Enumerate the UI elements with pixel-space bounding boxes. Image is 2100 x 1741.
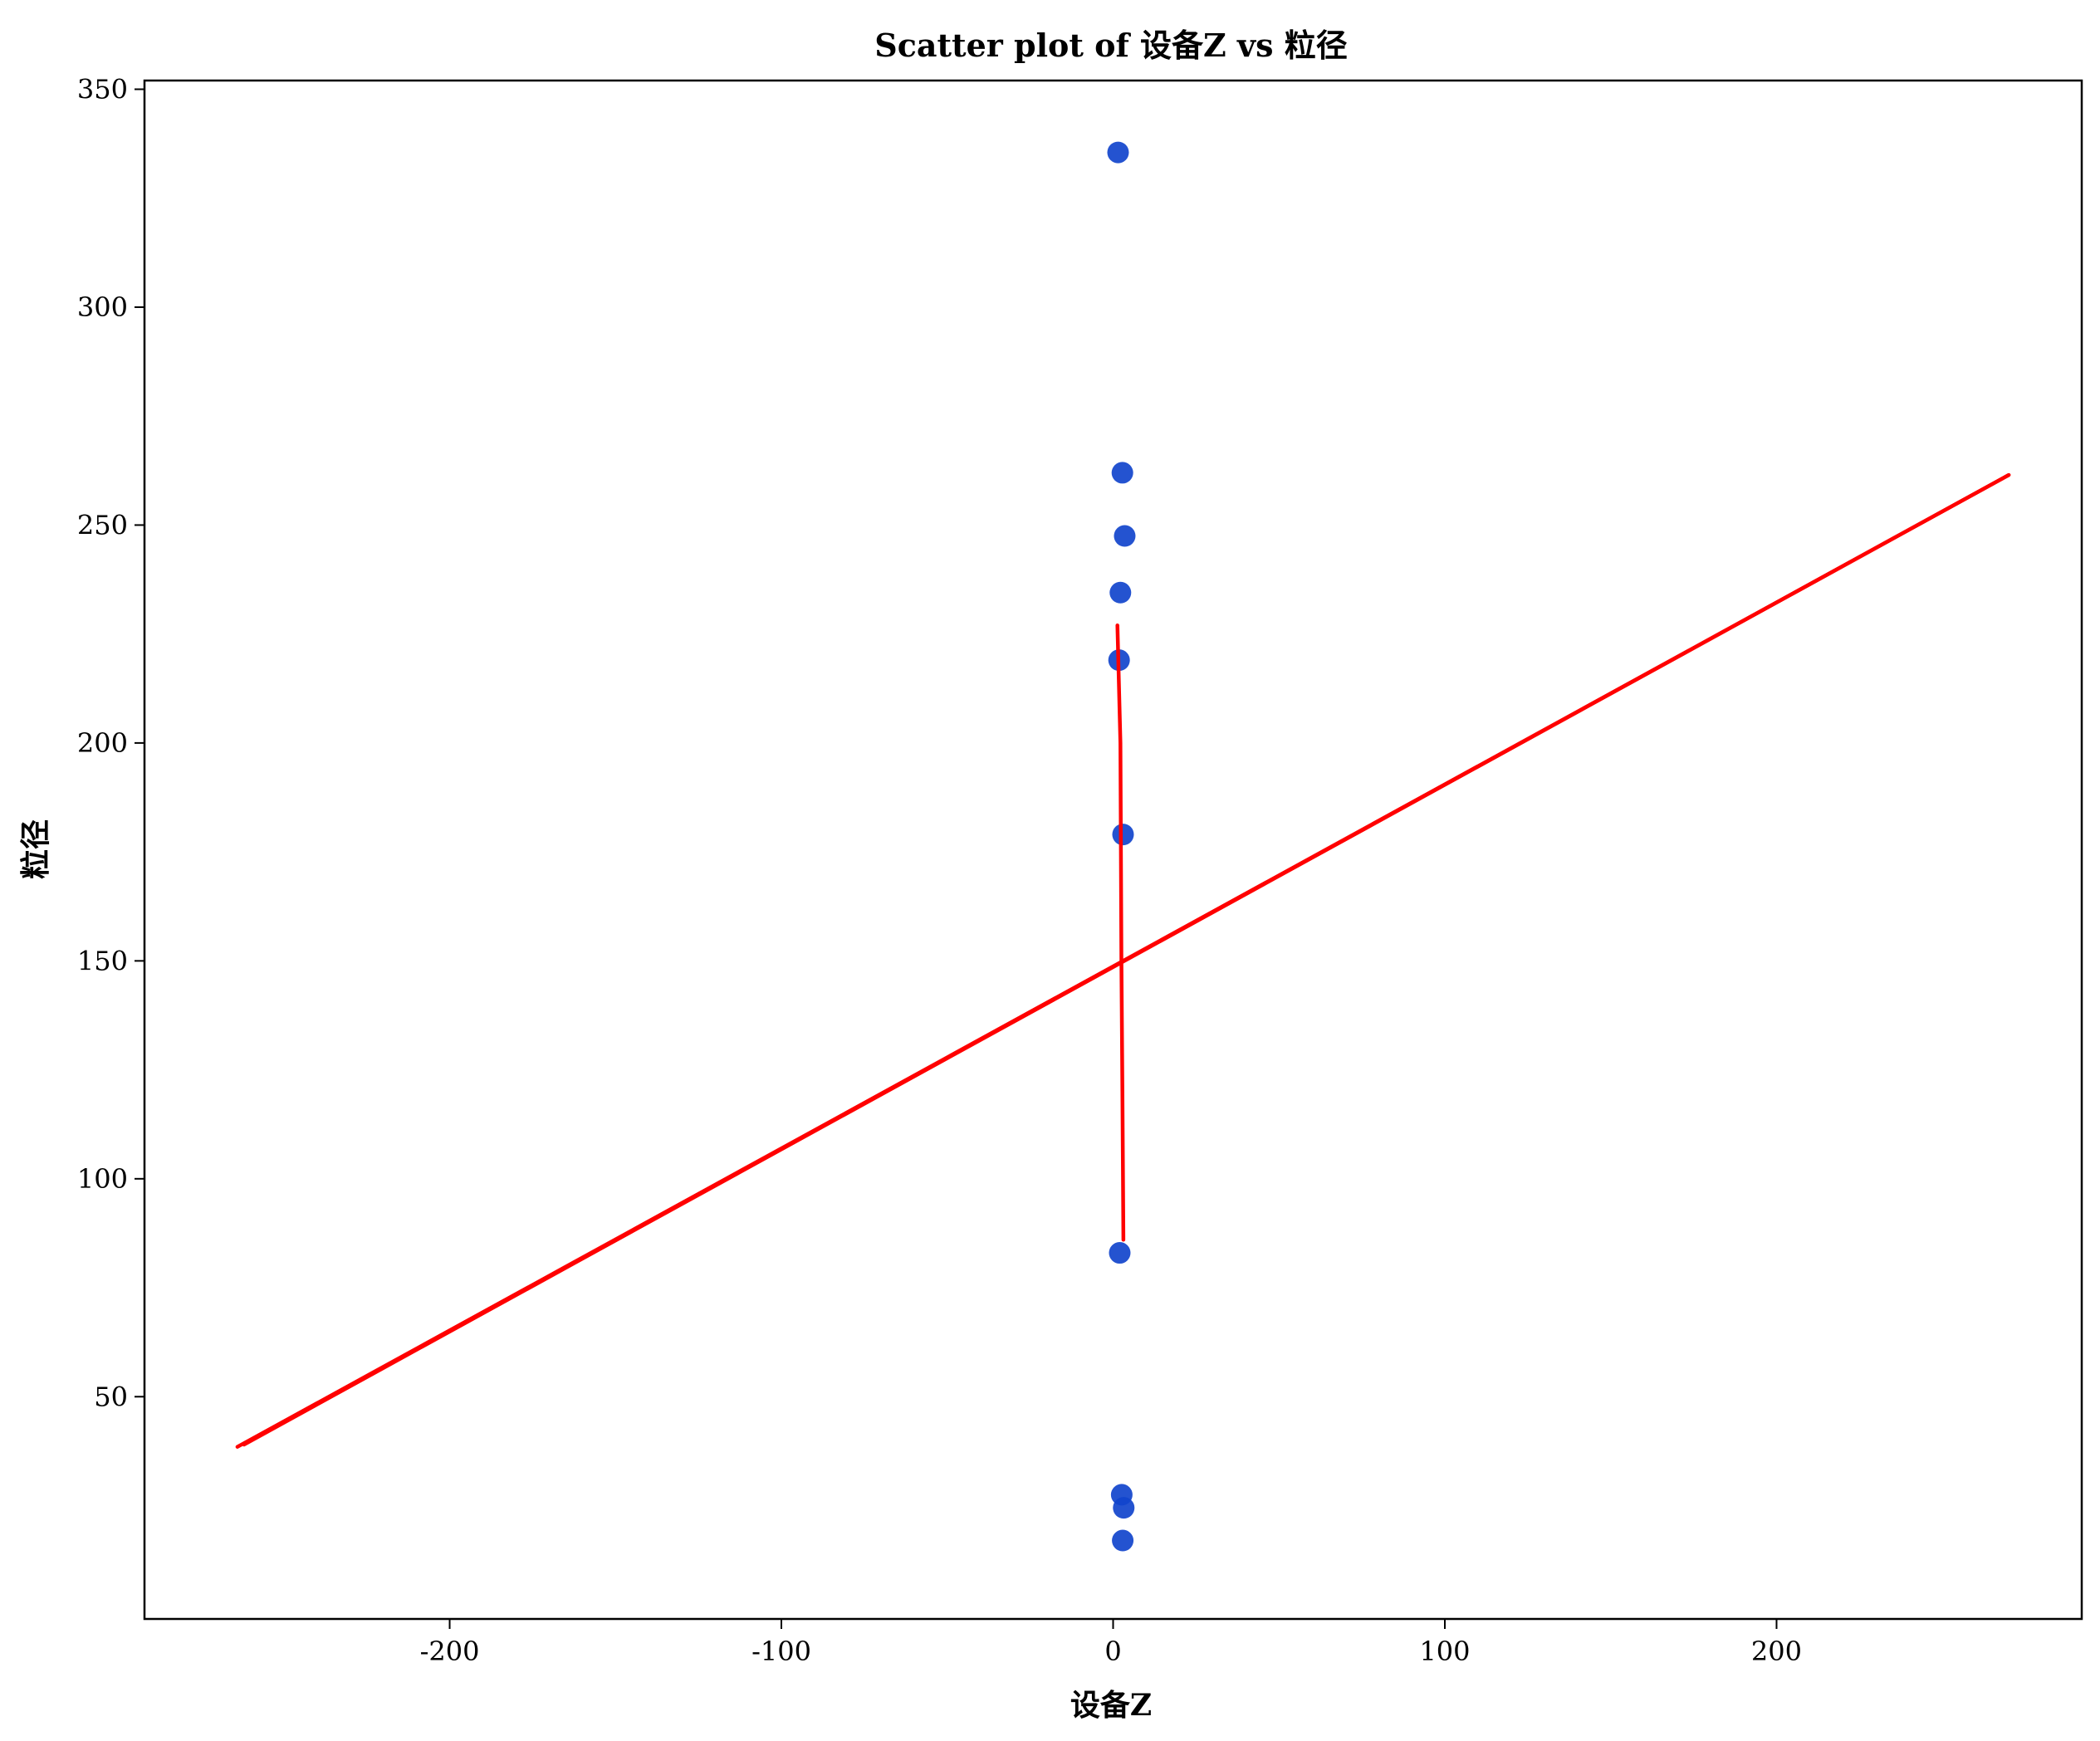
x-tick-label: -100 <box>751 1636 811 1667</box>
y-tick-label: 350 <box>77 73 128 105</box>
scatter-point-6 <box>1109 1242 1131 1264</box>
x-tick-label: 0 <box>1104 1636 1121 1667</box>
y-axis-title: 粒径 <box>18 819 53 879</box>
scatter-point-9 <box>1112 1529 1134 1552</box>
scatter-point-3 <box>1109 581 1132 604</box>
y-tick-label: 150 <box>77 945 128 976</box>
fit-line-segment-1 <box>242 472 2011 1447</box>
x-axis-title: 设备Z <box>1070 1688 1152 1723</box>
y-tick-label: 50 <box>94 1381 128 1412</box>
y-tick-label: 250 <box>77 509 128 540</box>
chart-title: Scatter plot of 设备Z vs 粒径 <box>874 27 1347 64</box>
x-tick-label: 100 <box>1419 1636 1470 1667</box>
x-tick-label: -200 <box>420 1636 480 1667</box>
fit-line-segment-2 <box>1115 623 1126 1242</box>
x-tick-label: 200 <box>1751 1636 1802 1667</box>
scatter-point-0 <box>1107 141 1129 164</box>
scatter-point-5 <box>1112 824 1134 846</box>
scatter-point-8 <box>1113 1497 1135 1519</box>
scatter-point-1 <box>1111 462 1133 484</box>
y-tick-label: 300 <box>77 291 128 323</box>
y-tick-label: 100 <box>77 1163 128 1195</box>
y-tick-label: 200 <box>77 727 128 759</box>
scatter-point-2 <box>1114 525 1136 547</box>
plot-area <box>235 141 2011 1552</box>
